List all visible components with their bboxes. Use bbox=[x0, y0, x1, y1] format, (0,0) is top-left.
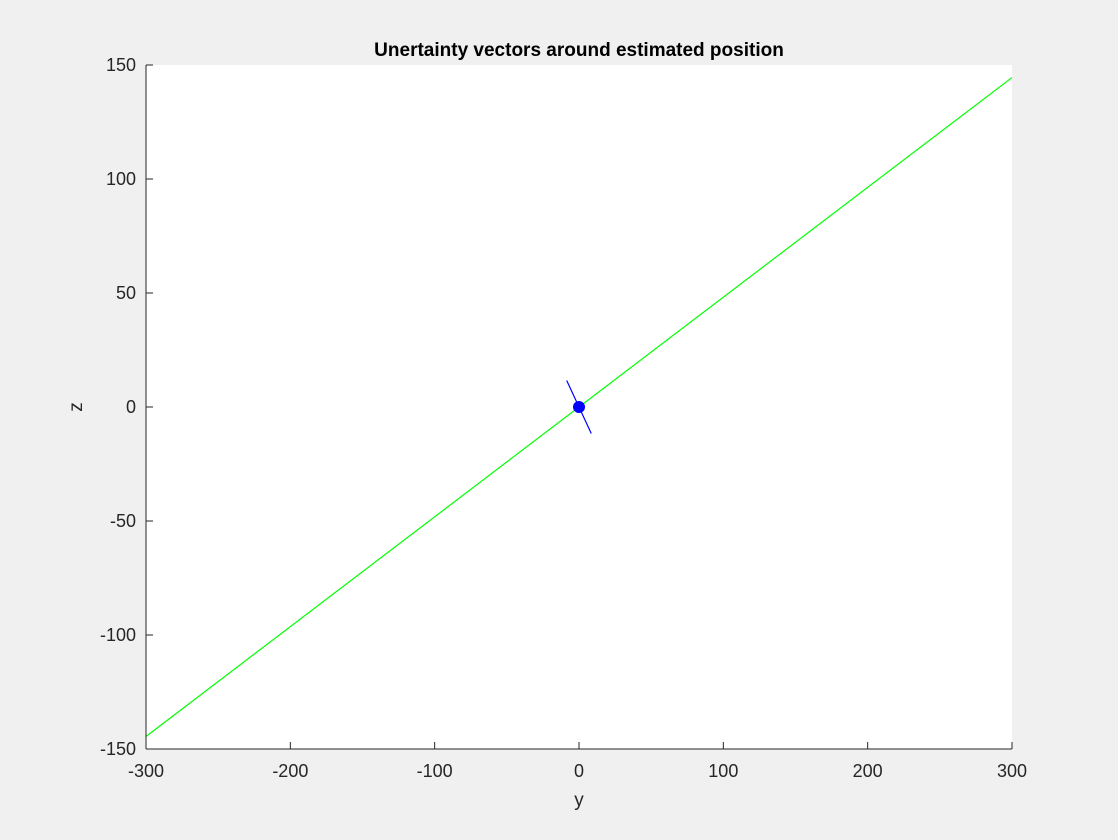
y-tick-label: 0 bbox=[126, 397, 136, 417]
x-tick-label: -200 bbox=[272, 761, 308, 781]
x-tick-label: -100 bbox=[417, 761, 453, 781]
chart-title: Unertainty vectors around estimated posi… bbox=[374, 40, 784, 61]
series-layer bbox=[145, 77, 1013, 737]
x-ticks: -300 -200 -100 0 100 200 300 bbox=[128, 742, 1027, 781]
y-ticks: -150 -100 -50 0 50 100 150 bbox=[100, 55, 153, 759]
y-tick-label: 150 bbox=[106, 55, 136, 75]
x-tick-label: 100 bbox=[708, 761, 738, 781]
y-tick-label: 50 bbox=[116, 283, 136, 303]
y-tick-label: -100 bbox=[100, 625, 136, 645]
x-axis-label: y bbox=[574, 790, 584, 811]
x-tick-label: 200 bbox=[853, 761, 883, 781]
y-axis-label: z bbox=[66, 402, 87, 412]
series-2-point-0 bbox=[573, 401, 585, 413]
x-tick-label: -300 bbox=[128, 761, 164, 781]
x-tick-label: 300 bbox=[997, 761, 1027, 781]
x-tick-label: 0 bbox=[574, 761, 584, 781]
y-tick-label: -150 bbox=[100, 739, 136, 759]
y-tick-label: -50 bbox=[110, 511, 136, 531]
y-tick-label: 100 bbox=[106, 169, 136, 189]
